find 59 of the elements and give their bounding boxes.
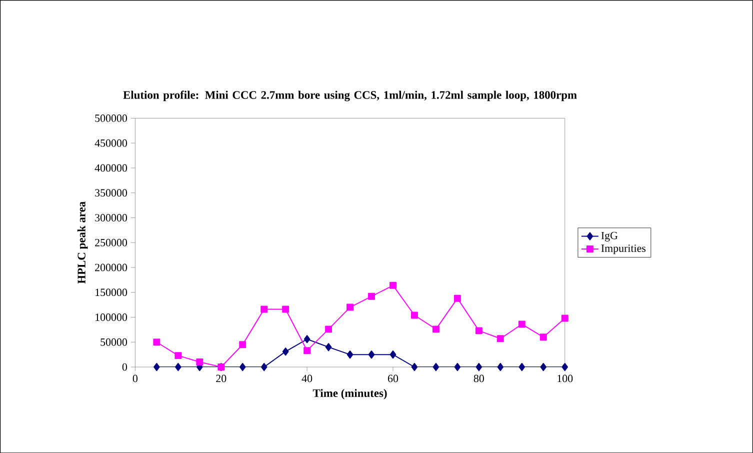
point [496, 335, 504, 342]
point [454, 294, 461, 302]
legend-label: Impurities [601, 244, 646, 254]
point [174, 352, 182, 359]
point [390, 350, 396, 359]
point [325, 326, 332, 333]
x-tick-label: 40 [302, 374, 312, 382]
x-tick-label: 0 [132, 374, 138, 382]
point [153, 338, 160, 346]
point [368, 350, 375, 359]
point [410, 312, 418, 319]
point [432, 326, 440, 333]
x-tick-label: 20 [216, 374, 226, 382]
y-tick-label: 200000 [95, 264, 128, 272]
point [304, 346, 311, 354]
chart-title: Elution profile: Mini CCC 2.7mm bore using CCS, 1ml/min, 1.72ml sample loop, 1800rpm [123, 90, 577, 102]
point [497, 362, 504, 371]
point [174, 362, 182, 371]
point [304, 334, 310, 344]
y-tick-label: 300000 [95, 214, 128, 222]
y-tick-label: 50000 [100, 338, 128, 346]
point [540, 334, 547, 341]
y-tick-label: 150000 [96, 288, 128, 296]
point [411, 362, 418, 371]
point [346, 304, 354, 311]
y-tick-label: 0 [122, 363, 128, 371]
point [239, 362, 246, 371]
point [476, 362, 482, 371]
y-tick-label: 250000 [95, 238, 128, 246]
point [325, 342, 332, 352]
point [475, 327, 482, 334]
point [518, 362, 526, 371]
y-tick-label: 500000 [95, 114, 128, 122]
point [518, 320, 526, 328]
x-tick-label: 80 [474, 374, 484, 382]
point [454, 362, 461, 371]
point [196, 358, 204, 366]
y-tick-label: 100000 [96, 313, 128, 321]
point [153, 362, 160, 371]
legend-label: IgG [601, 232, 618, 242]
y-tick-label: 400000 [94, 164, 128, 172]
point [282, 306, 290, 313]
y-tick-label: 450000 [94, 139, 128, 147]
point [260, 306, 268, 313]
x-axis-title: Time (minutes) [312, 388, 387, 400]
x-tick-label: 60 [388, 374, 398, 382]
y-axis-title: HPLC peak area [77, 201, 88, 284]
point [562, 362, 568, 371]
point [239, 341, 246, 348]
point [390, 282, 396, 289]
point [282, 347, 289, 356]
y-tick-label: 350000 [95, 189, 128, 196]
point [561, 314, 568, 322]
point [540, 362, 547, 371]
point [260, 362, 268, 371]
point [432, 362, 440, 371]
x-tick-label: 100 [558, 374, 573, 382]
point [368, 292, 375, 300]
point [346, 350, 354, 359]
